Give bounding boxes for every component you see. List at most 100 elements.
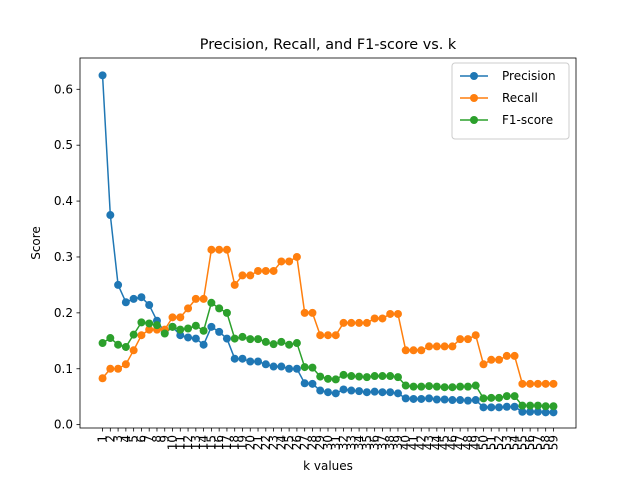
legend-marker: [470, 116, 478, 124]
x-tick-label: 21: [251, 435, 265, 450]
x-tick-label: 53: [500, 435, 514, 450]
data-point-f1-score: [479, 394, 488, 403]
x-tick-label: 43: [422, 435, 436, 450]
data-point-precision: [254, 357, 263, 366]
x-tick-label: 4: [119, 435, 133, 443]
data-point-recall: [246, 271, 255, 280]
x-tick-label: 20: [243, 435, 257, 450]
x-tick-label: 31: [329, 435, 343, 450]
data-point-recall: [261, 266, 270, 275]
data-point-f1-score: [339, 370, 348, 379]
data-point-precision: [401, 394, 410, 403]
data-point-precision: [549, 408, 558, 417]
data-point-f1-score: [254, 335, 263, 344]
data-point-f1-score: [533, 401, 542, 410]
data-point-recall: [502, 351, 511, 360]
data-point-f1-score: [246, 335, 255, 344]
x-tick-label: 22: [259, 435, 273, 450]
data-point-recall: [176, 313, 185, 322]
x-tick-label: 26: [290, 435, 304, 450]
data-point-f1-score: [176, 325, 185, 334]
data-point-f1-score: [129, 330, 138, 339]
x-tick-label: 25: [282, 435, 296, 450]
x-tick-label: 24: [274, 435, 288, 450]
data-point-recall: [541, 379, 550, 388]
data-point-precision: [471, 396, 480, 405]
data-point-recall: [222, 245, 231, 254]
data-point-f1-score: [277, 337, 286, 346]
data-point-recall: [215, 245, 224, 254]
data-point-recall: [456, 335, 465, 344]
x-tick-label: 32: [337, 435, 351, 450]
data-point-f1-score: [300, 363, 309, 372]
y-tick-label: 0.5: [54, 138, 73, 152]
data-point-recall: [409, 346, 418, 355]
data-point-f1-score: [526, 401, 535, 410]
data-point-f1-score: [471, 381, 480, 390]
x-tick-label: 27: [298, 435, 312, 450]
x-tick-label: 36: [368, 435, 382, 450]
data-point-recall: [339, 318, 348, 327]
data-point-f1-score: [541, 402, 550, 411]
data-point-precision: [230, 354, 239, 363]
data-point-precision: [114, 280, 123, 289]
x-tick-label: 59: [546, 435, 560, 450]
data-point-precision: [106, 211, 115, 220]
data-point-precision: [487, 403, 496, 412]
data-point-precision: [121, 298, 130, 307]
series-markers: [98, 71, 558, 417]
x-tick-label: 46: [445, 435, 459, 450]
data-point-recall: [378, 314, 387, 323]
data-point-precision: [145, 301, 154, 310]
data-point-f1-score: [510, 392, 519, 401]
data-point-precision: [378, 388, 387, 397]
data-point-f1-score: [331, 375, 340, 384]
data-point-precision: [215, 327, 224, 336]
data-point-precision: [425, 394, 434, 403]
data-point-f1-score: [207, 298, 216, 307]
data-point-f1-score: [316, 372, 325, 381]
data-point-recall: [98, 374, 107, 383]
data-point-f1-score: [386, 372, 395, 381]
data-point-recall: [106, 364, 115, 373]
data-point-f1-score: [495, 393, 504, 402]
data-point-f1-score: [191, 321, 200, 330]
x-tick-label: 45: [438, 435, 452, 450]
data-point-precision: [448, 396, 457, 405]
data-point-precision: [479, 403, 488, 412]
chart-title: Precision, Recall, and F1-score vs. k: [200, 37, 457, 53]
data-point-f1-score: [292, 339, 301, 348]
y-axis-ticks: 0.0 0.1 0.2 0.3 0.4 0.5 0.6: [54, 82, 80, 432]
data-point-f1-score: [409, 382, 418, 391]
y-tick-label: 0.4: [54, 194, 73, 208]
data-point-recall: [324, 331, 332, 340]
x-tick-label: 57: [531, 435, 545, 450]
data-point-f1-score: [145, 319, 154, 328]
data-point-precision: [526, 407, 535, 416]
data-point-f1-score: [355, 372, 364, 381]
x-tick-label: 15: [204, 435, 218, 450]
x-tick-label: 19: [235, 435, 249, 450]
data-point-f1-score: [238, 332, 247, 341]
data-point-f1-score: [222, 308, 231, 317]
data-point-precision: [238, 354, 247, 363]
x-tick-label: 11: [173, 435, 187, 450]
data-point-recall: [184, 304, 193, 313]
x-tick-label: 39: [391, 435, 405, 450]
x-tick-label: 8: [150, 435, 164, 443]
data-point-recall: [308, 308, 317, 317]
x-tick-label: 16: [212, 435, 226, 450]
data-point-f1-score: [184, 324, 193, 333]
x-tick-label: 47: [453, 435, 467, 450]
data-point-f1-score: [393, 373, 402, 382]
data-point-recall: [269, 266, 278, 275]
data-point-f1-score: [199, 326, 208, 335]
data-point-f1-score: [401, 381, 410, 390]
data-point-recall: [145, 325, 154, 334]
x-tick-label: 5: [127, 435, 141, 443]
data-point-recall: [518, 379, 527, 388]
y-axis-label: Score: [29, 226, 43, 260]
legend: Precision Recall F1-score: [451, 62, 570, 140]
data-point-f1-score: [378, 372, 387, 381]
x-tick-label: 7: [142, 435, 156, 443]
